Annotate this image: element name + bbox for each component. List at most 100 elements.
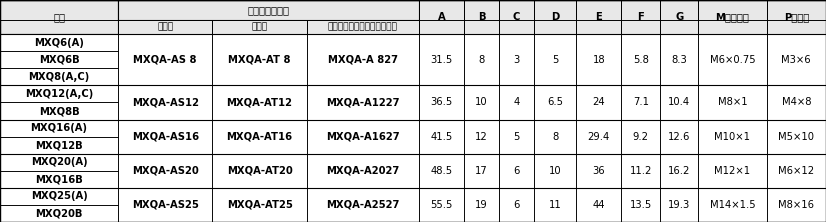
Text: MXQ20B: MXQ20B <box>36 208 83 218</box>
Text: C: C <box>513 12 520 22</box>
Text: G: G <box>675 12 683 22</box>
Text: 後退端: 後退端 <box>252 23 268 32</box>
Bar <box>118 85 212 119</box>
Bar <box>306 85 419 119</box>
Bar <box>0 188 118 205</box>
Bar <box>534 85 576 119</box>
Bar <box>499 188 534 222</box>
Bar <box>419 154 464 188</box>
Text: MXQA-AS20: MXQA-AS20 <box>132 166 198 176</box>
Bar <box>212 34 306 85</box>
Bar <box>576 154 621 188</box>
Bar <box>499 34 534 85</box>
Bar <box>0 119 118 137</box>
Bar <box>767 0 826 34</box>
Bar <box>699 34 767 85</box>
Text: MXQ6(A): MXQ6(A) <box>34 38 84 48</box>
Text: MXQA-AS12: MXQA-AS12 <box>131 97 199 107</box>
Bar <box>699 85 767 119</box>
Bar <box>306 119 419 154</box>
Bar <box>419 0 464 34</box>
Text: 9.2: 9.2 <box>633 132 648 142</box>
Text: MXQA-AT16: MXQA-AT16 <box>226 132 292 142</box>
Bar <box>699 119 767 154</box>
Bar <box>118 34 212 85</box>
Text: M6×0.75: M6×0.75 <box>710 55 755 65</box>
Bar <box>0 205 118 222</box>
Text: M12×1: M12×1 <box>714 166 751 176</box>
Bar <box>767 34 826 85</box>
Text: D: D <box>551 12 559 22</box>
Bar <box>534 154 576 188</box>
Text: MXQA-AS25: MXQA-AS25 <box>132 200 198 210</box>
Text: 48.5: 48.5 <box>430 166 453 176</box>
Bar <box>212 20 306 34</box>
Bar <box>212 85 306 119</box>
Text: 6: 6 <box>514 200 520 210</box>
Text: 24: 24 <box>592 97 605 107</box>
Text: MXQA-A 827: MXQA-A 827 <box>328 55 398 65</box>
Text: 44: 44 <box>592 200 605 210</box>
Text: M5×10: M5×10 <box>778 132 814 142</box>
Text: 前進端: 前進端 <box>157 23 173 32</box>
Text: MXQ8(A,C): MXQ8(A,C) <box>28 72 90 82</box>
Bar <box>660 34 699 85</box>
Bar <box>0 103 118 119</box>
Text: MXQ25(A): MXQ25(A) <box>31 191 88 201</box>
Text: MXQ12B: MXQ12B <box>36 140 83 150</box>
Text: M（細目）: M（細目） <box>715 12 749 22</box>
Bar <box>118 0 419 20</box>
Bar <box>576 188 621 222</box>
Text: MXQA-A2527: MXQA-A2527 <box>326 200 400 210</box>
Text: MXQA-AT25: MXQA-AT25 <box>226 200 292 210</box>
Bar <box>621 85 660 119</box>
Bar <box>464 188 499 222</box>
Text: M6×12: M6×12 <box>778 166 814 176</box>
Bar <box>0 171 118 188</box>
Bar <box>464 34 499 85</box>
Bar <box>534 188 576 222</box>
Bar <box>0 34 118 51</box>
Text: B: B <box>478 12 486 22</box>
Text: 19.3: 19.3 <box>668 200 691 210</box>
Text: 19: 19 <box>475 200 488 210</box>
Bar <box>660 188 699 222</box>
Text: MXQA-A1227: MXQA-A1227 <box>326 97 400 107</box>
Text: MXQ20(A): MXQ20(A) <box>31 157 88 167</box>
Bar <box>499 154 534 188</box>
Text: 11.2: 11.2 <box>629 166 652 176</box>
Bar <box>621 188 660 222</box>
Bar <box>499 119 534 154</box>
Bar <box>767 119 826 154</box>
Bar <box>499 85 534 119</box>
Bar <box>306 34 419 85</box>
Text: MXQ16(A): MXQ16(A) <box>31 123 88 133</box>
Text: 5.8: 5.8 <box>633 55 648 65</box>
Text: M8×16: M8×16 <box>778 200 814 210</box>
Text: M10×1: M10×1 <box>714 132 751 142</box>
Text: 3: 3 <box>514 55 520 65</box>
Text: MXQ16B: MXQ16B <box>36 174 83 184</box>
Bar <box>212 188 306 222</box>
Text: M4×8: M4×8 <box>781 97 811 107</box>
Bar <box>534 0 576 34</box>
Text: MXQA-AS 8: MXQA-AS 8 <box>134 55 197 65</box>
Bar <box>660 85 699 119</box>
Text: M14×1.5: M14×1.5 <box>710 200 755 210</box>
Text: 31.5: 31.5 <box>430 55 453 65</box>
Bar <box>0 154 118 171</box>
Text: 型式: 型式 <box>53 12 65 22</box>
Bar <box>534 119 576 154</box>
Text: 16.2: 16.2 <box>668 166 691 176</box>
Text: 13.5: 13.5 <box>629 200 652 210</box>
Bar <box>118 154 212 188</box>
Bar <box>464 154 499 188</box>
Text: 18: 18 <box>592 55 605 65</box>
Bar <box>212 119 306 154</box>
Text: E: E <box>596 12 602 22</box>
Bar <box>306 20 419 34</box>
Bar <box>306 188 419 222</box>
Text: A: A <box>438 12 445 22</box>
Bar <box>699 188 767 222</box>
Text: 8.3: 8.3 <box>672 55 687 65</box>
